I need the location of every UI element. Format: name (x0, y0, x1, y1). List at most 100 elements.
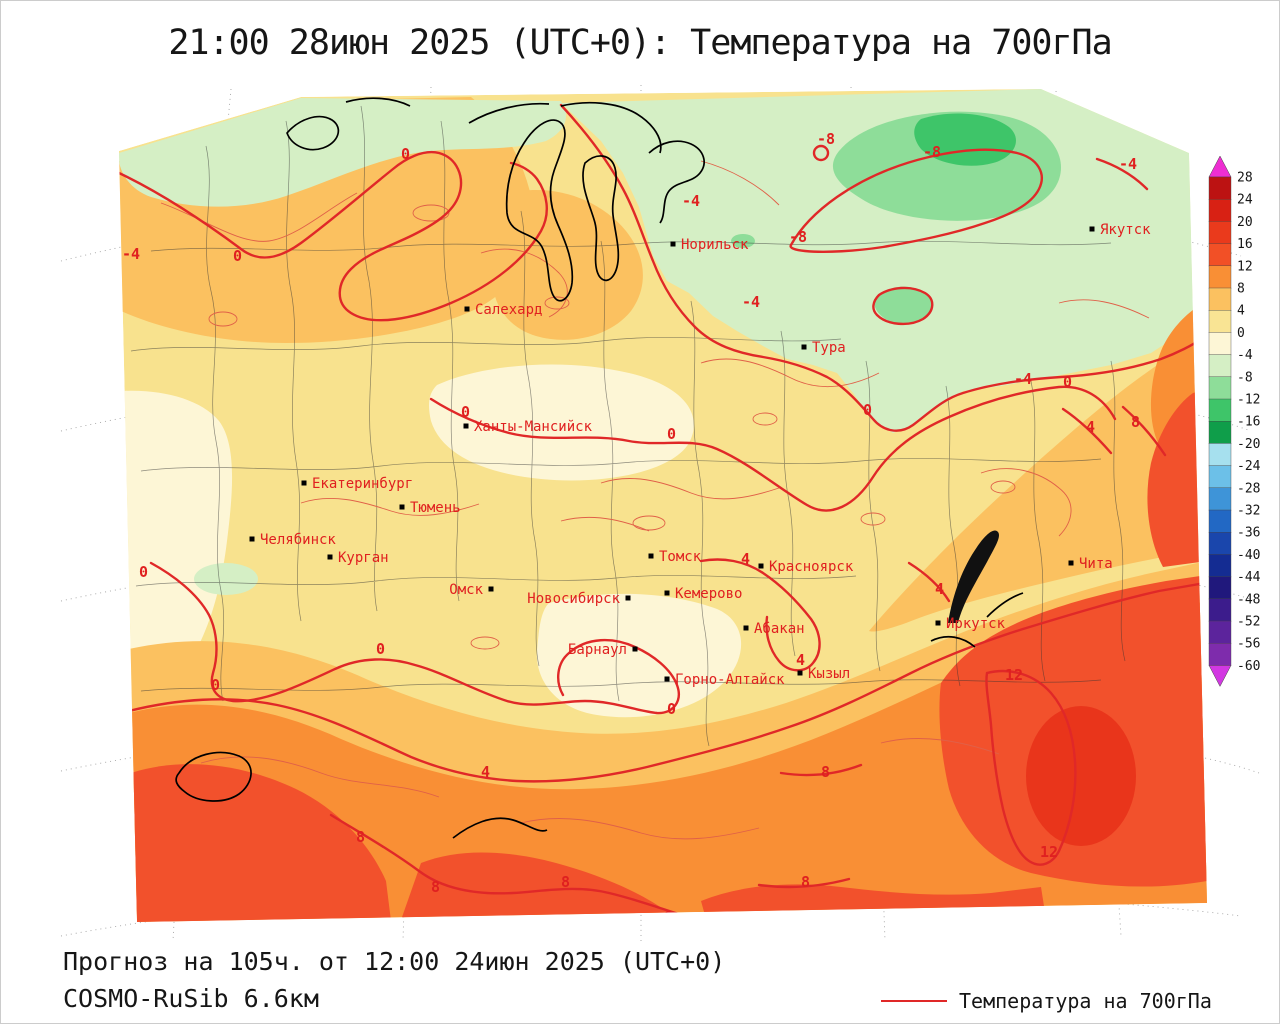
colorbar-segment (1208, 332, 1232, 356)
city-label: Горно-Алтайск (675, 672, 785, 688)
colorbar-segment (1208, 576, 1232, 600)
city-label: Томск (659, 549, 702, 565)
city-label: Норильск (681, 237, 749, 253)
city-marker (632, 646, 638, 652)
contour-value-label: 0 (461, 403, 470, 421)
colorbar-label: -20 (1237, 437, 1260, 452)
colorbar-segment (1208, 620, 1232, 644)
colorbar-label: -4 (1237, 348, 1253, 363)
colorbar: 28 24 20 16 12 8 4 0 -4 -8 -12 -16 -20 -24 -28 -32 -36 -4… (1208, 155, 1261, 687)
admin-boundaries-layer (130, 105, 1126, 747)
colorbar-label: 4 (1237, 304, 1245, 319)
city-marker (463, 423, 469, 429)
contour-value-label: 12 (1005, 666, 1023, 684)
city-marker (758, 563, 764, 569)
colorbar-segment (1208, 354, 1232, 378)
contour-value-label: 0 (139, 563, 148, 581)
city-label: Барнаул (568, 642, 627, 658)
colorbar-segment (1208, 598, 1232, 622)
contour-value-label: -8 (789, 228, 807, 246)
contour-value-label: 0 (211, 676, 220, 694)
city-marker (801, 344, 807, 350)
city-marker (625, 595, 631, 601)
colorbar-label: -52 (1237, 615, 1260, 630)
contour-value-label: -4 (682, 192, 700, 210)
contour-value-label: 8 (801, 873, 810, 891)
colorbar-segment (1208, 243, 1232, 267)
city-label: Красноярск (769, 559, 854, 575)
city-label: Иркутск (946, 616, 1006, 632)
contour-value-label: -4 (1119, 155, 1137, 173)
lake-baikal (948, 530, 999, 623)
contour-value-label: 0 (376, 640, 385, 658)
colorbar-label: -32 (1237, 504, 1260, 519)
colorbar-segment (1208, 221, 1232, 245)
contour-value-label: 0 (667, 700, 676, 718)
city-marker (664, 590, 670, 596)
city-marker (399, 504, 405, 510)
colorbar-label: -48 (1237, 592, 1260, 607)
city-layer: Норильск Якутск Салехард Тура Ханты-Мансийск… (249, 222, 1151, 688)
contour-value-label: 8 (561, 873, 570, 891)
colorbar-segment (1208, 376, 1232, 400)
city-marker (1068, 560, 1074, 566)
contour-value-label: -8 (817, 130, 835, 148)
colorbar-label: -16 (1237, 415, 1260, 430)
contour-value-label: 0 (1063, 373, 1072, 391)
colorbar-below-triangle (1208, 665, 1232, 687)
contour-value-label: 8 (664, 908, 673, 926)
colorbar-segment (1208, 532, 1232, 556)
contour-value-label: 0 (233, 247, 242, 265)
city-label: Якутск (1100, 222, 1151, 238)
contour-value-label: 8 (356, 828, 365, 846)
colorbar-segment (1208, 398, 1232, 422)
city-label: Чита (1079, 556, 1113, 572)
colorbar-segment (1208, 443, 1232, 467)
city-marker (797, 670, 803, 676)
contour-value-label: 4 (1086, 418, 1095, 436)
city-marker (743, 625, 749, 631)
page-title: 21:00 28июн 2025 (UTC+0): Температура на… (168, 23, 1112, 63)
colorbar-segment (1208, 176, 1232, 200)
legend-line-sample (881, 1000, 947, 1002)
city-marker (249, 536, 255, 542)
contour-value-label: 0 (667, 425, 676, 443)
contour-value-label: 0 (863, 401, 872, 419)
contour-value-label: 4 (741, 550, 750, 568)
legend-label: Температура на 700гПа (959, 989, 1212, 1013)
colorbar-label: -8 (1237, 370, 1253, 385)
contour-value-label: -4 (1014, 370, 1032, 388)
city-label: Челябинск (260, 532, 336, 548)
map-legend: Температура на 700гПа (881, 989, 1212, 1013)
city-label: Курган (338, 550, 389, 566)
city-label: Новосибирск (527, 591, 620, 607)
colorbar-segment (1208, 287, 1232, 311)
city-label: Екатеринбург (312, 476, 413, 492)
contour-value-label: 4 (935, 580, 944, 598)
contour-value-label: -8 (923, 143, 941, 161)
city-marker (1089, 226, 1095, 232)
city-label: Абакан (754, 621, 805, 637)
colorbar-label: -36 (1237, 526, 1260, 541)
coastline-layer (175, 97, 1024, 839)
colorbar-label: 24 (1237, 193, 1253, 208)
colorbar-label: -60 (1237, 659, 1260, 674)
contour-value-label: 4 (796, 651, 805, 669)
colorbar-segment (1208, 265, 1232, 289)
colorbar-segment (1208, 310, 1232, 334)
city-marker (648, 553, 654, 559)
colorbar-segment (1208, 465, 1232, 489)
contour-layer-thin (160, 160, 1150, 840)
city-marker (488, 586, 494, 592)
contour-value-label: 4 (481, 763, 490, 781)
city-marker (464, 306, 470, 312)
colorbar-label: -28 (1237, 481, 1260, 496)
colorbar-label: -44 (1237, 570, 1261, 585)
colorbar-label: -24 (1237, 459, 1261, 474)
colorbar-segment (1208, 421, 1232, 445)
city-marker (327, 554, 333, 560)
colorbar-above-triangle (1208, 155, 1232, 178)
colorbar-label: 0 (1237, 326, 1245, 341)
